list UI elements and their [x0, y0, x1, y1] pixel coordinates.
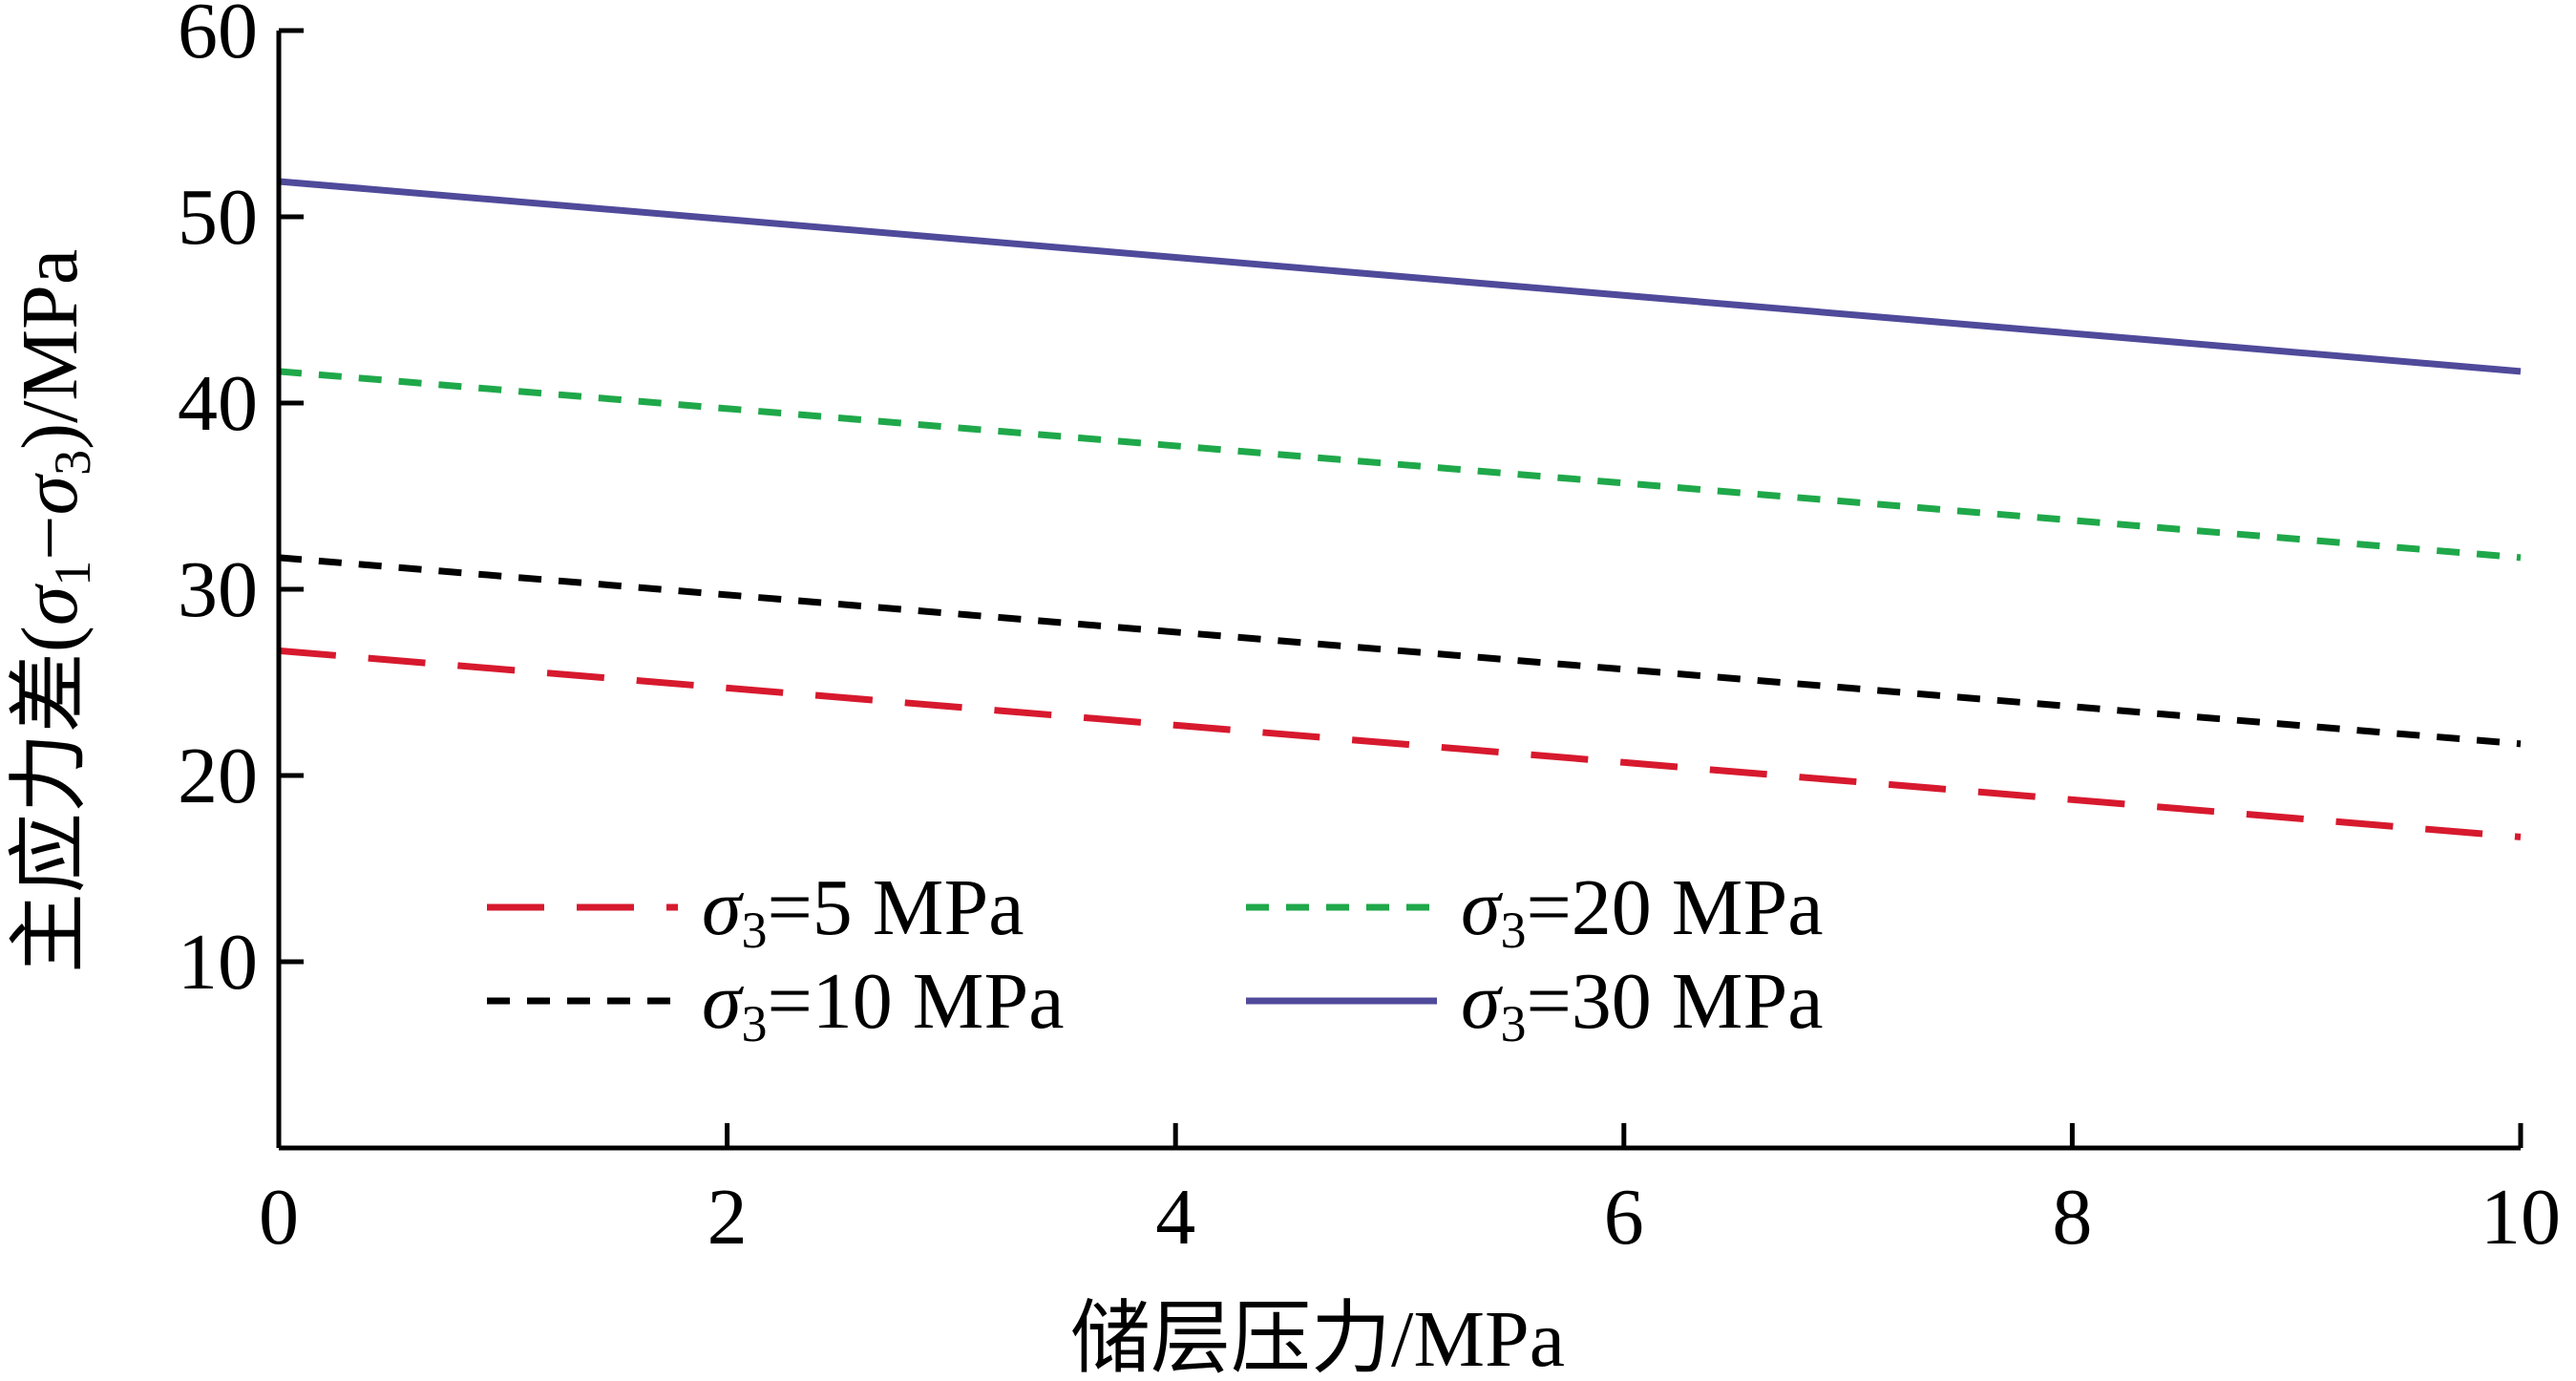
x-tick-label: 4 — [1155, 1173, 1195, 1262]
series-line-1 — [278, 647, 2522, 840]
legend-label-3: σ3=20 MPa — [1461, 863, 1824, 959]
axes-layer — [276, 31, 2521, 1151]
ticks-layer: 0 2 4 6 8 10 10 20 30 40 50 60 — [178, 0, 2561, 1262]
series-line-2 — [278, 554, 2522, 748]
x-tick-label: 2 — [707, 1173, 748, 1262]
y-tick-label: 50 — [178, 173, 258, 262]
x-tick-label: 6 — [1604, 1173, 1644, 1262]
x-axis-label: 储层压力/MPa — [1070, 1295, 1565, 1381]
y-tick-label: 30 — [178, 545, 258, 634]
x-tick-label: 0 — [259, 1173, 299, 1262]
series-line-3 — [278, 368, 2522, 562]
legend-label-2: σ3=10 MPa — [702, 957, 1065, 1052]
series-line-4 — [278, 178, 2522, 375]
y-axis-label: 主应力差(σ1−σ3)/MPa — [6, 249, 101, 973]
x-tick-label: 8 — [2052, 1173, 2092, 1262]
series-layer — [278, 178, 2522, 840]
y-tick-label: 20 — [178, 732, 258, 820]
legend-label-4: σ3=30 MPa — [1461, 957, 1824, 1052]
x-tick-label: 10 — [2481, 1173, 2561, 1262]
y-tick-label: 60 — [178, 0, 258, 75]
legend-label-1: σ3=5 MPa — [702, 863, 1024, 959]
y-tick-label: 10 — [178, 918, 258, 1007]
y-tick-label: 40 — [178, 359, 258, 448]
